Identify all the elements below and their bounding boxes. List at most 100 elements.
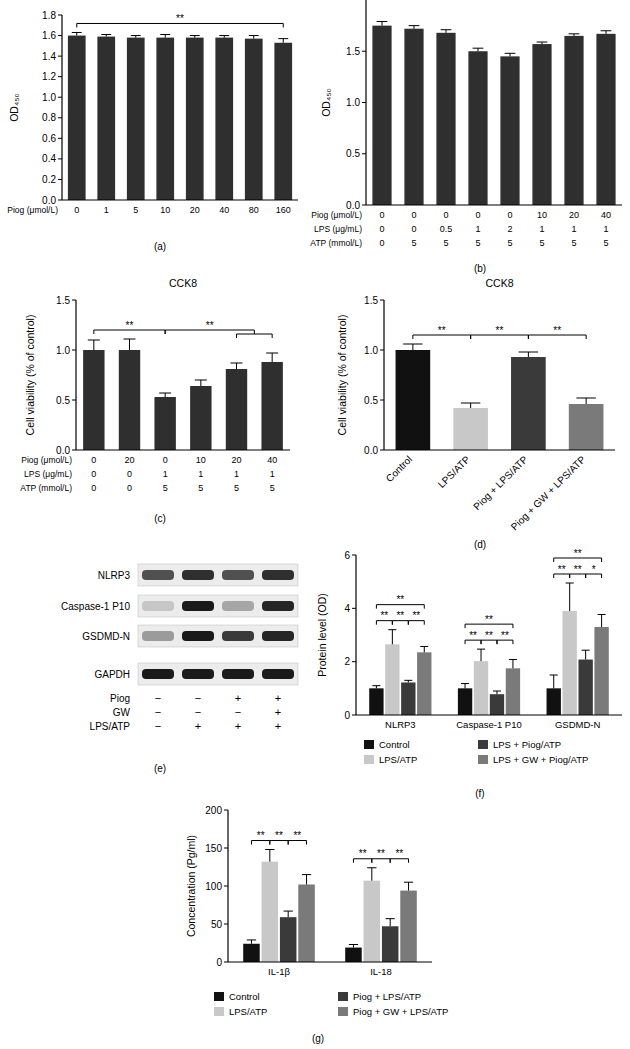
blot-band	[262, 601, 294, 611]
significance-label: **	[485, 614, 493, 625]
row-value: 40	[267, 455, 277, 465]
error-bar	[131, 36, 141, 38]
error-bar	[404, 882, 413, 890]
row-value: 0	[411, 224, 416, 234]
row-value: 1	[571, 224, 576, 234]
x-tick-label: NLRP3	[385, 719, 416, 730]
blot-strip	[138, 663, 298, 685]
error-bar	[441, 30, 452, 33]
y-axis-label: Cell viability (% of control)	[336, 315, 348, 436]
significance-label: **	[377, 848, 385, 859]
bar	[453, 408, 488, 450]
row-value: 5	[133, 205, 138, 215]
bar	[245, 39, 263, 200]
error-bar	[537, 42, 548, 44]
significance-label: **	[395, 848, 403, 859]
row-value: 5	[475, 238, 480, 248]
x-tick-label: Control	[384, 454, 415, 485]
row-value: 40	[601, 210, 611, 220]
error-bar	[247, 940, 256, 944]
blot-band	[262, 669, 294, 679]
plot-area	[396, 344, 604, 450]
chart-title: CCK8	[485, 277, 513, 289]
bar	[511, 357, 546, 450]
row-value: 0	[475, 210, 480, 220]
error-bar	[550, 675, 558, 688]
blot-strip	[138, 625, 298, 647]
significance-bracket	[471, 335, 529, 339]
bar	[500, 56, 519, 205]
protein-label: Caspase-1 P10	[61, 601, 130, 612]
significance-bracket	[165, 330, 272, 338]
error-bar	[403, 344, 422, 350]
condition-label: GW	[113, 707, 131, 718]
significance-label: **	[485, 630, 493, 641]
error-bar	[409, 26, 420, 29]
bar	[280, 917, 297, 962]
significance-label: **	[206, 320, 214, 331]
y-tick	[72, 350, 76, 351]
row-value: 10	[537, 210, 547, 220]
error-bar	[493, 691, 501, 694]
y-tick	[58, 15, 62, 16]
error-bar	[566, 583, 574, 611]
row-value: 1	[539, 224, 544, 234]
y-tick-label: 1.2	[42, 71, 56, 82]
significance-label: *	[592, 564, 596, 575]
western-blot: NLRP3Caspase-1 P10GSDMD-NGAPDHPiog−−++GW…	[61, 564, 298, 774]
y-tick	[352, 661, 356, 662]
row-value: 5	[270, 483, 275, 493]
x-tick-label: GSDMD-N	[555, 719, 601, 730]
legend-label: Piog + GW + LPS/ATP	[353, 1006, 448, 1017]
row-value: 20	[190, 205, 200, 215]
error-bar	[569, 34, 580, 36]
legend-label: LPS/ATP	[229, 1006, 267, 1017]
bar	[83, 350, 104, 450]
bar	[490, 694, 504, 715]
significance-bracket	[465, 640, 481, 644]
plot-area	[68, 32, 292, 200]
row-value: 5	[507, 238, 512, 248]
bar	[97, 37, 115, 200]
bar	[261, 362, 282, 450]
significance-bracket	[390, 859, 408, 863]
condition-label: Piog	[110, 693, 130, 704]
bar	[68, 36, 86, 200]
significance-bracket	[251, 841, 269, 845]
bar	[400, 891, 417, 962]
row-value: 20	[124, 455, 134, 465]
significance-bracket	[554, 574, 570, 578]
y-axis-label: Concentration (Pg/ml)	[185, 835, 197, 937]
row-value: 10	[160, 205, 170, 215]
error-bar	[598, 614, 606, 627]
error-bar	[477, 649, 485, 661]
error-bar	[101, 35, 111, 37]
x-tick-label: LPS/ATP	[436, 453, 473, 490]
blot-band	[142, 631, 174, 641]
row-value: 80	[249, 205, 259, 215]
panel-label: (a)	[154, 241, 166, 252]
row-value: 40	[219, 205, 229, 215]
panel-label: (b)	[474, 263, 486, 274]
error-bar	[266, 353, 278, 362]
y-tick-label: 1.6	[42, 30, 56, 41]
error-bar	[377, 22, 388, 26]
error-bar	[367, 868, 376, 881]
y-tick	[58, 35, 62, 36]
error-bar	[519, 352, 538, 357]
y-tick	[380, 450, 384, 451]
y-axis-label: Cell viability (% of control)	[24, 315, 36, 436]
blot-band	[222, 601, 254, 611]
row-value: 0	[379, 210, 384, 220]
y-tick-label: 0.5	[56, 395, 70, 406]
significance-bracket	[376, 621, 392, 625]
row-value: 0	[379, 238, 384, 248]
protein-label: GAPDH	[94, 669, 130, 680]
row-value: 0.5	[440, 224, 453, 234]
x-tick-label: IL-1β	[268, 966, 290, 977]
row-label: Piog (μmol/L)	[7, 205, 58, 215]
legend-label: Control	[229, 991, 260, 1002]
row-value: 5	[443, 238, 448, 248]
chart-title: CCK8	[169, 277, 197, 289]
y-tick	[352, 555, 356, 556]
